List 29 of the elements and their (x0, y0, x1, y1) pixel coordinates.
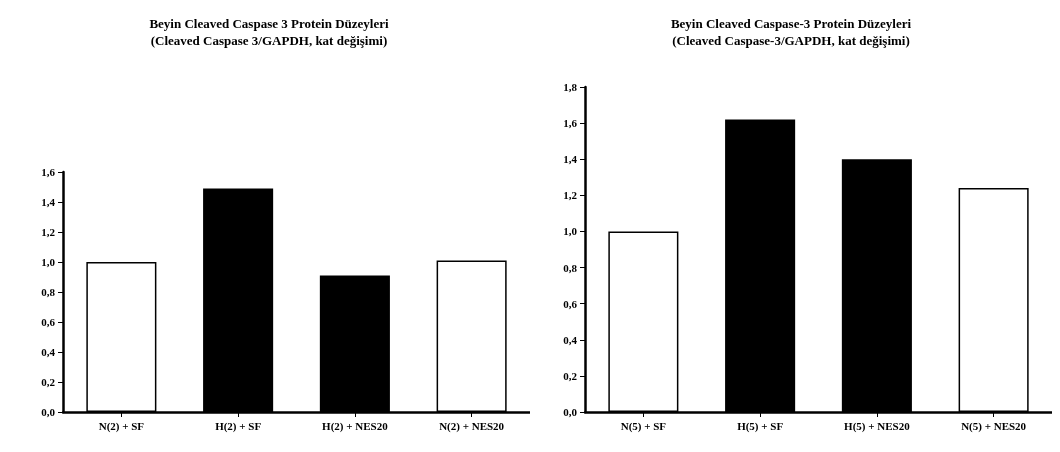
x-tick-label: N(5) + SF (620, 419, 667, 433)
y-tick-label: 1,4 (41, 196, 56, 208)
chart-title: Beyin Cleaved Caspase-3 Protein Düzeyleri (Cleaved Caspase-3/GAPDH, kat değişimi) (670, 16, 912, 48)
y-tick-label: 0,6 (41, 316, 56, 328)
y-tick-label: 1,2 (41, 226, 56, 238)
y-tick-label: 1,0 (41, 256, 56, 268)
y-tick-label: 0,2 (563, 369, 578, 382)
y-tick-label: 0,0 (41, 406, 56, 418)
x-tick-label: H(5) + SF (737, 419, 784, 433)
x-tick-label: H(2) + NES20 (322, 419, 389, 433)
y-tick-label: 1,8 (563, 81, 578, 93)
chart-title: Beyin Cleaved Caspase 3 Protein Düzeyleri (Cleaved Caspase 3/GAPDH, kat değişimi) (149, 16, 389, 48)
y-tick-label: 0,0 (563, 406, 578, 418)
x-tick-label: H(2) + SF (215, 419, 262, 433)
y-tick-label: 0,8 (41, 286, 56, 298)
y-tick-label: 1,6 (563, 117, 578, 130)
y-tick-label: 1,0 (563, 225, 578, 238)
y-tick-label: 0,4 (563, 333, 578, 346)
y-tick-label: 0,8 (563, 261, 578, 274)
x-tick-label: N(5) + NES20 (961, 419, 1027, 433)
y-tick-label: 1,4 (563, 153, 578, 166)
y-tick-label: 1,6 (41, 166, 56, 178)
x-tick-label: N(2) + SF (98, 419, 145, 433)
y-tick-label: 1,2 (563, 189, 578, 202)
y-tick-label: 0,4 (41, 346, 56, 358)
x-tick-label: H(5) + NES20 (844, 419, 911, 433)
y-tick-label: 0,2 (41, 376, 56, 388)
y-tick-label: 0,6 (563, 297, 578, 310)
x-tick-label: N(2) + NES20 (439, 419, 505, 433)
